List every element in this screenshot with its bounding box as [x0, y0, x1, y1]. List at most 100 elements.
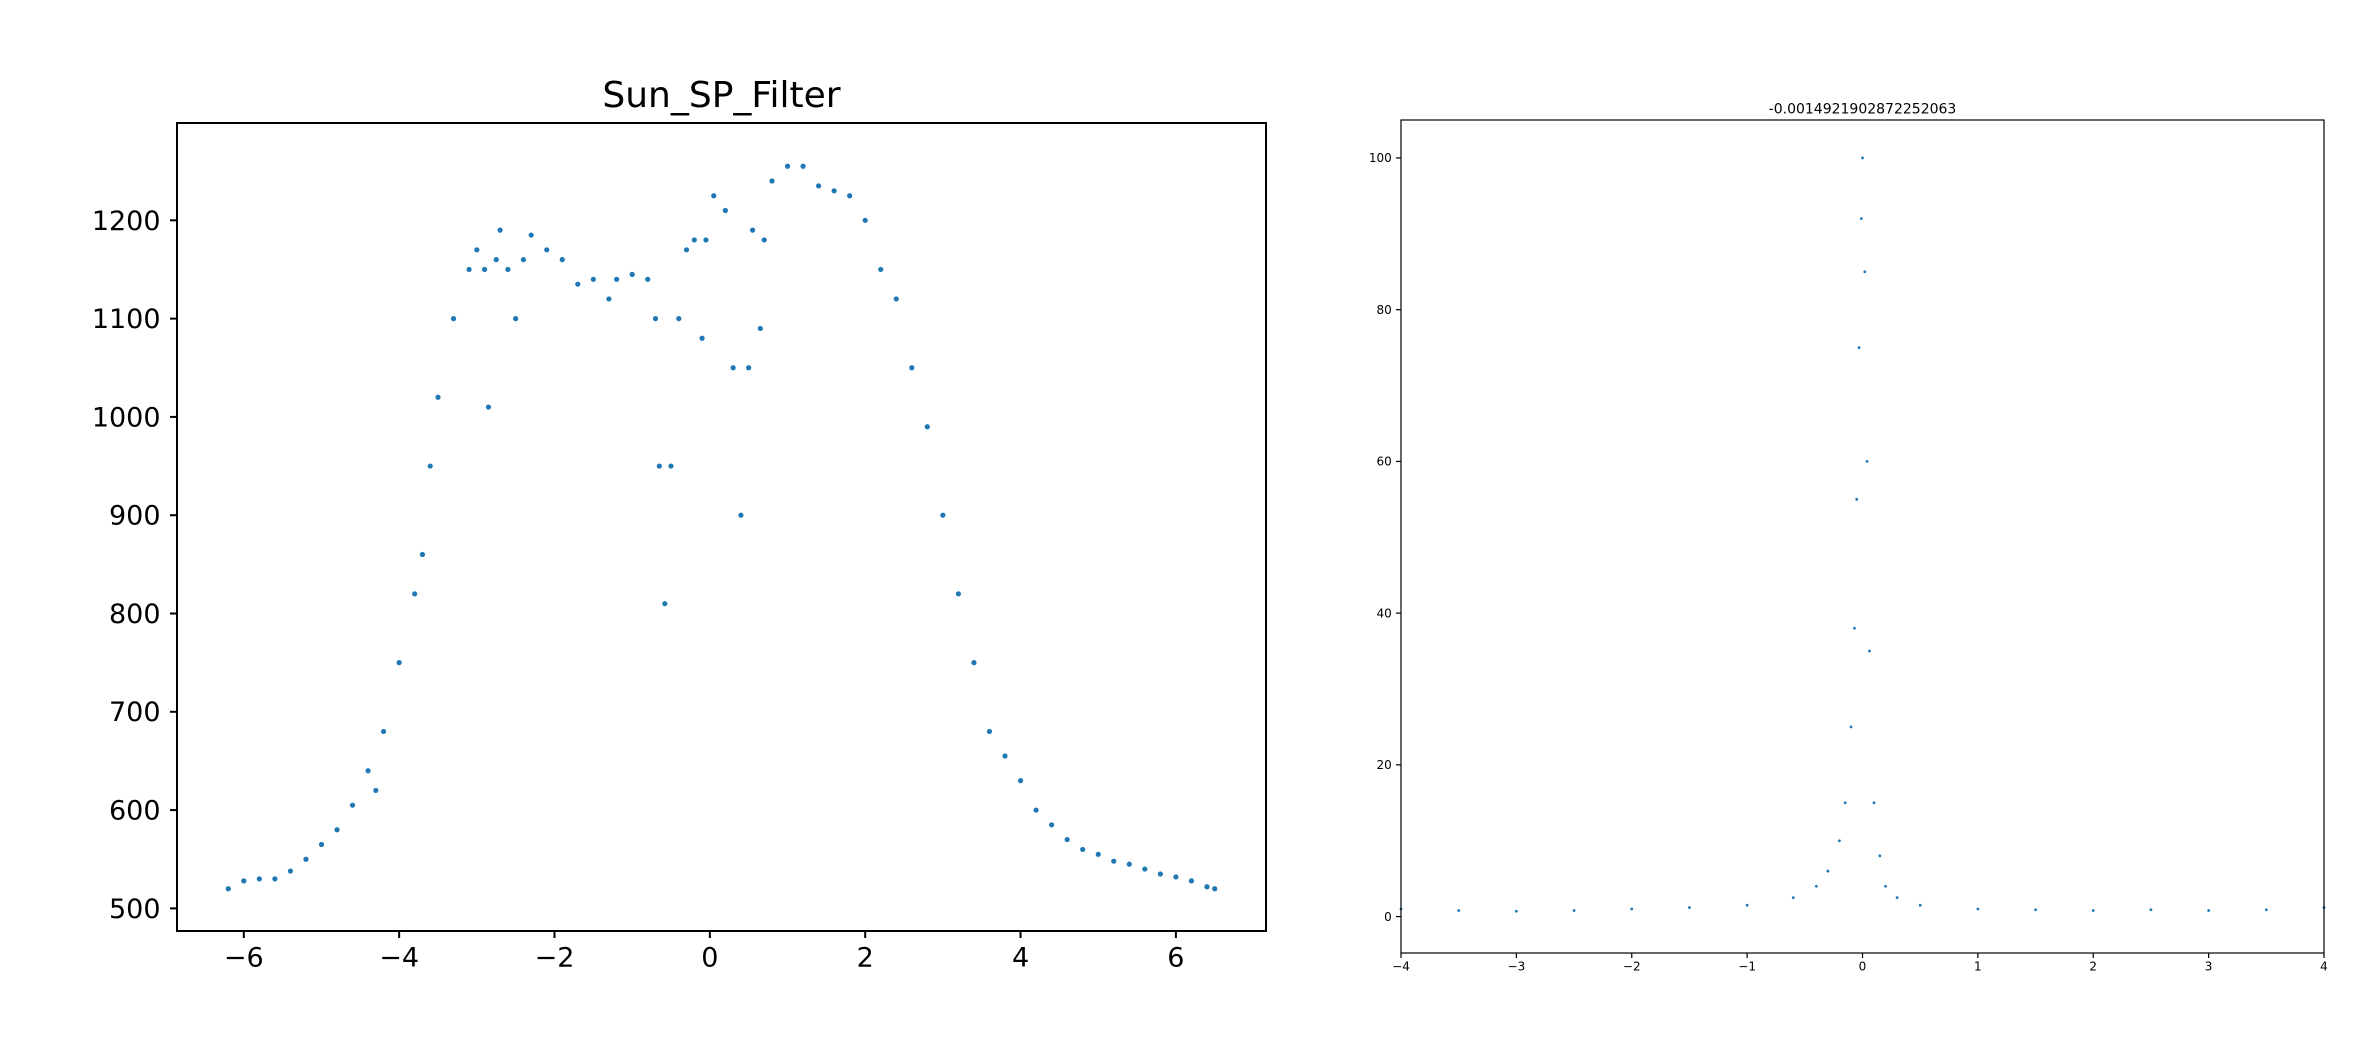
data-point [971, 660, 977, 666]
plot-frame [1400, 119, 2325, 954]
data-point [1064, 836, 1070, 843]
data-point [738, 512, 744, 518]
chart-title: Sun_SP_Filter [602, 75, 840, 116]
y-tick-label: 1100 [92, 304, 161, 335]
data-point [1630, 907, 1634, 911]
data-point [722, 207, 728, 214]
y-tick-label: 1000 [92, 402, 161, 433]
data-point [466, 266, 472, 273]
x-tick-label: 3 [2205, 960, 2213, 974]
data-point [730, 365, 736, 371]
x-tick-label: −6 [224, 942, 264, 973]
plot-frame [176, 122, 1267, 932]
data-point [1572, 909, 1576, 912]
data-point [815, 183, 822, 189]
data-point [761, 237, 767, 243]
data-point [652, 316, 659, 322]
data-point [986, 728, 993, 735]
data-point [435, 394, 441, 400]
x-tick-label: 4 [2320, 960, 2328, 974]
data-point [1857, 346, 1861, 349]
data-point [225, 886, 231, 892]
x-tick-label: −2 [535, 942, 575, 973]
data-point [481, 266, 488, 273]
data-point [955, 591, 962, 597]
data-point [381, 728, 387, 735]
x-tick-label: 4 [1012, 942, 1029, 973]
data-point [1855, 497, 1859, 501]
y-tick-label: 20 [1377, 758, 1392, 772]
data-point [1878, 854, 1882, 858]
x-tick-label: 0 [701, 942, 718, 973]
data-point [1895, 896, 1899, 900]
x-tick-label: −4 [379, 942, 419, 973]
x-tick-label: 1 [1974, 960, 1982, 974]
y-tick-label: 40 [1377, 606, 1392, 620]
data-point [419, 551, 426, 558]
y-tick-label: 0 [1384, 910, 1392, 924]
data-point [668, 463, 674, 469]
data-point [606, 296, 612, 302]
data-point [1204, 884, 1210, 890]
data-point [746, 365, 752, 371]
data-point [1865, 459, 1869, 463]
data-point [769, 178, 775, 184]
data-point [909, 365, 915, 371]
data-point [1745, 903, 1749, 907]
data-point [1868, 649, 1871, 653]
data-point [1157, 871, 1163, 877]
data-point [1212, 886, 1218, 892]
data-point [1859, 217, 1863, 221]
data-point [1843, 801, 1847, 805]
data-point [2264, 908, 2268, 912]
data-point [1872, 801, 1876, 805]
data-point [1791, 896, 1795, 900]
data-point [373, 787, 379, 794]
data-point [334, 827, 340, 833]
y-tick-label: 700 [109, 697, 161, 728]
data-point [513, 316, 519, 322]
data-point [1826, 869, 1830, 873]
x-tick-label: −4 [1392, 960, 1410, 974]
data-point [1976, 907, 1980, 911]
data-point [365, 768, 371, 774]
data-point [396, 660, 402, 666]
y-tick-label: 100 [1369, 151, 1392, 165]
data-point [1814, 884, 1818, 888]
data-point [520, 257, 527, 263]
data-point [800, 163, 806, 169]
data-point [450, 316, 457, 322]
data-point [757, 325, 763, 332]
data-point [1884, 884, 1887, 888]
x-tick-label: 2 [857, 942, 874, 973]
x-tick-label: 6 [1167, 942, 1184, 973]
data-point [1849, 725, 1853, 729]
data-point [1838, 839, 1841, 843]
data-point [1173, 874, 1179, 880]
data-point [241, 878, 247, 884]
data-point [862, 217, 868, 223]
data-point [1188, 878, 1195, 884]
data-point [893, 296, 899, 302]
data-point [1853, 626, 1856, 630]
data-point [1861, 156, 1864, 160]
x-tick-label: 0 [1859, 960, 1867, 974]
data-point [1126, 861, 1132, 867]
data-point [559, 257, 565, 263]
data-point [2034, 908, 2037, 912]
y-tick-label: 500 [109, 894, 161, 925]
data-point [1002, 753, 1008, 759]
data-point [645, 276, 651, 282]
data-point [427, 463, 433, 469]
data-point [1863, 270, 1867, 274]
data-point [318, 841, 325, 848]
data-point [2149, 908, 2153, 912]
data-point [1457, 909, 1461, 912]
data-point [287, 868, 294, 874]
data-point [662, 601, 668, 607]
y-tick-label: 80 [1377, 303, 1392, 317]
data-point [1033, 807, 1039, 813]
data-point [256, 876, 262, 882]
data-point [749, 227, 756, 233]
data-point [703, 237, 709, 243]
